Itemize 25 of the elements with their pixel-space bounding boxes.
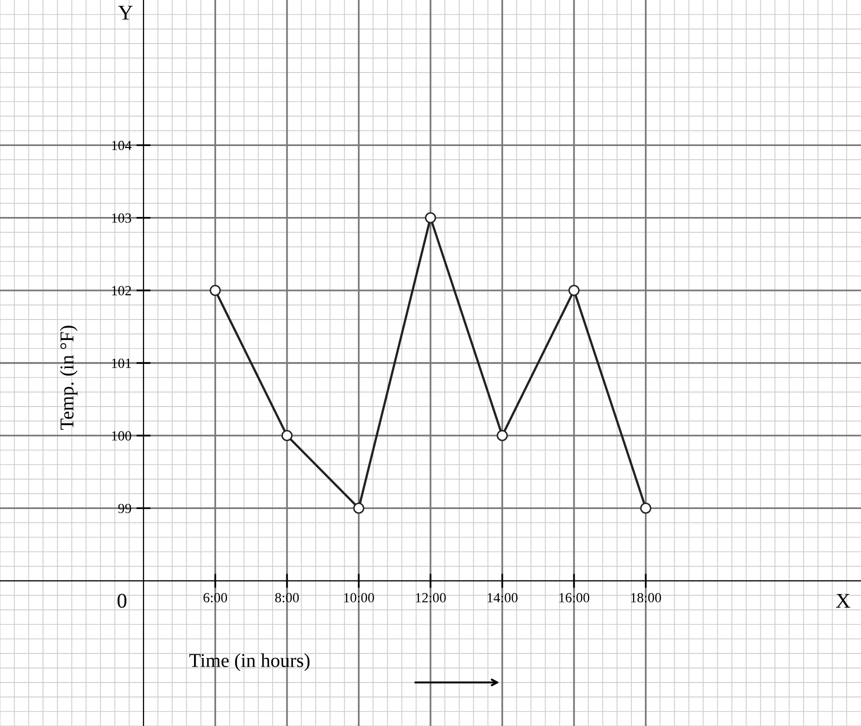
point <box>568 284 580 296</box>
x-tick-label: 12:00 <box>416 593 446 602</box>
point <box>353 502 364 514</box>
point <box>424 212 436 224</box>
x-tick-label: 8:00 <box>275 593 299 602</box>
y-tick-label: 103 <box>112 213 132 223</box>
x-tick-label: 10:00 <box>344 593 374 602</box>
point <box>210 284 221 296</box>
y-tick-label: 104 <box>112 140 132 150</box>
y-tick-label: 99 <box>118 504 132 514</box>
x-tick-label: 6:00 <box>204 593 228 602</box>
annotation: 0 <box>118 594 126 608</box>
annotation: X <box>836 594 850 608</box>
y-tick-label: 100 <box>112 431 132 441</box>
x-tick-label: 18:00 <box>631 593 662 602</box>
annotation: Y <box>118 6 133 20</box>
point <box>640 502 652 514</box>
x-tick-label: 16:00 <box>559 593 590 602</box>
x-axis-title: Time (in hours) <box>189 653 310 672</box>
y-axis-title: Temp. (in °F) <box>60 326 78 430</box>
point <box>281 430 293 442</box>
y-tick-label: 102 <box>112 286 131 296</box>
point <box>496 430 508 442</box>
x-tick-label: 14:00 <box>488 593 518 602</box>
y-tick-label: 101 <box>112 358 131 368</box>
